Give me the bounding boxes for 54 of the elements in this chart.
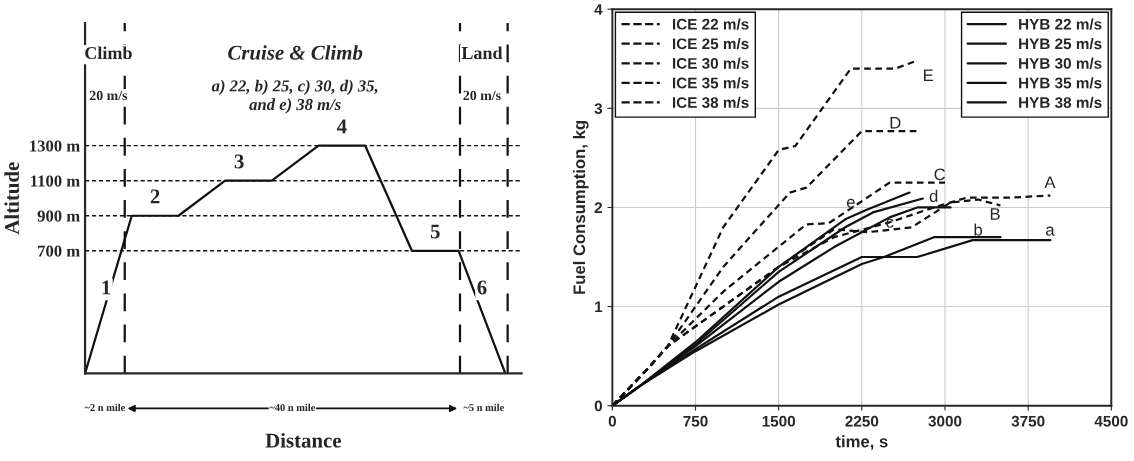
text: ~40 n mile	[269, 403, 316, 412]
annotation: 20 m/s	[89, 90, 128, 101]
x-tick-label: 3000	[928, 415, 962, 427]
text: ~2 n mile	[84, 403, 125, 412]
annotation: e	[846, 198, 855, 208]
legend-label: ICE 25 m/s	[672, 37, 749, 50]
legend-label: HYB 25 m/s	[1019, 37, 1102, 50]
y-tick-label: 700 m	[38, 245, 80, 257]
annotation: Climb	[85, 46, 132, 60]
legend-label: HYB 22 m/s	[1019, 18, 1102, 30]
annotation: E	[924, 69, 934, 81]
x-axis-title: Distance	[265, 432, 341, 448]
y-tick-label: 900 m	[37, 210, 80, 222]
y-tick-label: 4	[594, 4, 603, 15]
annotation: 20 m/s	[463, 90, 501, 101]
x-tick-label: 1500	[762, 415, 796, 427]
x-tick-label: 4500	[1094, 415, 1128, 427]
annotation: 4	[336, 119, 347, 134]
annotation: A	[1044, 176, 1056, 188]
x-tick-label: 2250	[845, 415, 879, 427]
legend-label: HYB 35 m/s	[1019, 77, 1102, 89]
x-axis-title: time, s	[835, 435, 888, 450]
annotation: b	[974, 223, 983, 236]
annotation: C	[934, 168, 946, 181]
legend-label: ICE 22 m/s	[672, 18, 749, 30]
y-axis-title: Altitude	[4, 162, 20, 235]
y-axis-title: Fuel Consumption, kg	[572, 121, 589, 294]
legend-label: ICE 30 m/s	[672, 57, 749, 69]
y-tick-label: 2	[594, 202, 603, 213]
legend-label: ICE 38 m/s	[672, 96, 749, 109]
annotation: 3	[234, 154, 244, 169]
x-tick-label: 3750	[1011, 415, 1045, 427]
annotation: Cruise & Climb	[228, 45, 363, 60]
legend-label: HYB 38 m/s	[1019, 96, 1102, 109]
annotation: B	[990, 208, 1000, 220]
annotation: a	[1046, 226, 1055, 236]
legend-label: ICE 35 m/s	[672, 77, 749, 89]
y-tick-label: 1	[595, 301, 603, 313]
text: ~5 n mile	[463, 403, 504, 412]
legend-label: HYB 30 m/s	[1019, 57, 1102, 69]
annotation: d	[929, 189, 938, 203]
y-tick-label: 1300 m	[30, 140, 80, 152]
annotation: 5	[430, 224, 440, 239]
y-tick-label: 0	[594, 400, 603, 412]
annotation: 1	[102, 280, 111, 295]
annotation: 6	[477, 280, 487, 295]
annotation: Land	[461, 46, 503, 60]
annotation: a) 22, b) 25, c) 30, d) 35, and e) 38 m/s	[211, 79, 378, 114]
y-tick-label: 1100 m	[31, 175, 80, 187]
x-tick-label: 0	[608, 415, 616, 427]
x-tick-label: 750	[683, 415, 708, 427]
y-tick-label: 3	[594, 103, 603, 115]
annotation: D	[890, 117, 901, 129]
annotation: 2	[150, 189, 160, 204]
